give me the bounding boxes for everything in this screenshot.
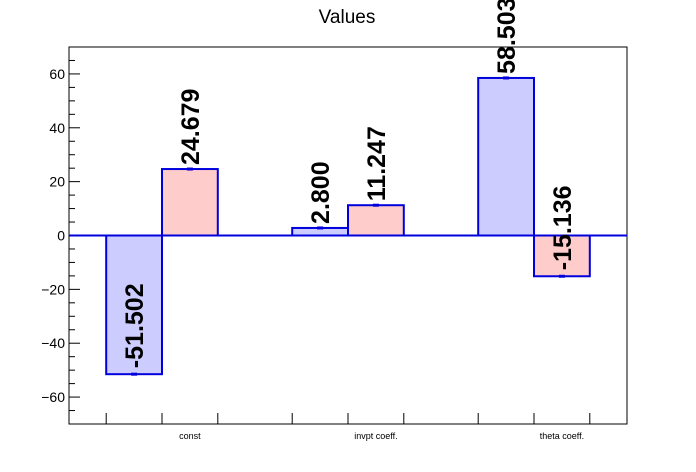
data-label: 58.503 xyxy=(493,0,521,74)
category-label: invpt coeff. xyxy=(354,431,397,441)
data-label: 24.679 xyxy=(177,89,205,165)
y-tick-label: 60 xyxy=(49,66,65,82)
y-tick-label: 20 xyxy=(49,174,65,190)
bar xyxy=(105,234,163,376)
data-label: 2.800 xyxy=(307,161,335,224)
bar xyxy=(161,168,219,237)
chart-title: Values xyxy=(319,7,376,28)
category-label: theta coeff. xyxy=(540,431,584,441)
y-tick-label: −60 xyxy=(41,389,65,405)
data-label: -51.502 xyxy=(121,283,149,368)
data-label: 11.247 xyxy=(363,126,391,201)
y-tick-label: 40 xyxy=(49,120,65,136)
y-tick-label: −20 xyxy=(41,281,65,297)
bar xyxy=(533,234,591,278)
data-label: -15.136 xyxy=(549,185,577,270)
category-label: const xyxy=(179,431,201,441)
y-tick-label: 0 xyxy=(57,228,65,244)
bar xyxy=(477,76,536,237)
y-tick-label: −40 xyxy=(41,335,65,351)
bar xyxy=(347,204,405,237)
